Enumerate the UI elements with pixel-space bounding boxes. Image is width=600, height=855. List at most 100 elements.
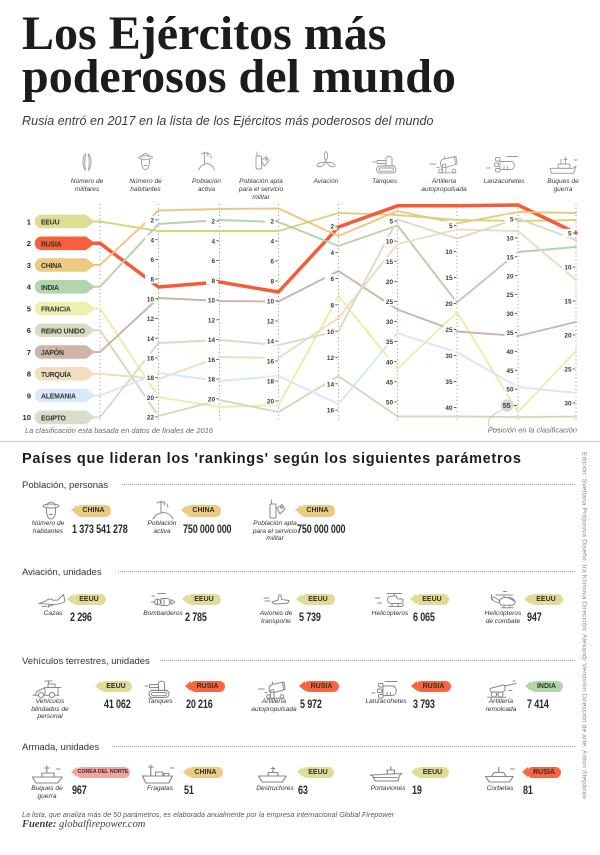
svg-text:6: 6 [150, 257, 154, 264]
svg-text:15: 15 [386, 259, 394, 266]
svg-text:CHINA: CHINA [41, 263, 62, 270]
svg-text:12: 12 [267, 319, 275, 326]
svg-text:18: 18 [147, 375, 155, 382]
svg-text:2: 2 [211, 219, 215, 226]
svg-text:12: 12 [147, 316, 155, 323]
svg-text:40: 40 [386, 359, 394, 366]
svg-text:18: 18 [267, 379, 275, 386]
svg-text:30: 30 [506, 311, 514, 318]
svg-text:REINO UNIDO: REINO UNIDO [41, 328, 86, 335]
svg-text:50: 50 [386, 400, 394, 407]
svg-text:8: 8 [330, 303, 334, 310]
svg-text:Población: Población [192, 178, 221, 185]
svg-text:10: 10 [445, 249, 453, 256]
svg-text:15: 15 [506, 254, 514, 261]
svg-text:Aviación: Aviación [313, 178, 339, 185]
svg-text:15: 15 [445, 275, 453, 282]
svg-text:6: 6 [211, 258, 215, 265]
svg-text:INDIA: INDIA [41, 285, 59, 292]
svg-text:55: 55 [503, 403, 511, 410]
svg-text:16: 16 [147, 356, 155, 363]
svg-text:45: 45 [506, 368, 514, 375]
svg-text:EGIPTO: EGIPTO [41, 415, 67, 422]
svg-text:6: 6 [27, 326, 31, 335]
svg-text:20: 20 [564, 333, 572, 340]
svg-text:EEUU: EEUU [41, 220, 60, 227]
svg-text:1: 1 [27, 217, 32, 226]
svg-text:4: 4 [211, 238, 215, 245]
svg-text:14: 14 [267, 339, 275, 346]
svg-text:Número de: Número de [129, 178, 162, 185]
svg-text:Tanques: Tanques [372, 178, 398, 185]
svg-text:40: 40 [506, 349, 514, 356]
svg-text:14: 14 [208, 337, 216, 344]
svg-text:6: 6 [330, 276, 334, 283]
svg-text:militares: militares [75, 186, 100, 193]
svg-text:RUSIA: RUSIA [41, 241, 62, 248]
svg-text:10: 10 [564, 265, 572, 272]
svg-text:8: 8 [150, 277, 154, 284]
svg-text:10: 10 [23, 413, 31, 422]
svg-text:JAPÓN: JAPÓN [41, 348, 64, 357]
svg-text:5: 5 [568, 231, 572, 238]
svg-text:4: 4 [270, 239, 274, 246]
svg-text:35: 35 [445, 379, 453, 386]
svg-text:20: 20 [506, 273, 514, 280]
svg-text:30: 30 [564, 401, 572, 408]
svg-text:2: 2 [27, 239, 31, 248]
svg-text:2: 2 [150, 218, 154, 225]
svg-text:16: 16 [327, 408, 335, 415]
svg-text:Artillería: Artillería [431, 178, 457, 185]
svg-text:16: 16 [267, 359, 275, 366]
svg-text:22: 22 [147, 415, 155, 422]
svg-text:4: 4 [27, 283, 32, 292]
svg-text:Población apta: Población apta [239, 178, 283, 185]
svg-text:militar: militar [252, 194, 270, 201]
svg-text:La clasificación está basada e: La clasificación está basada en datos de… [25, 426, 214, 435]
svg-text:30: 30 [386, 319, 394, 326]
svg-text:para el servicio: para el servicio [238, 186, 284, 193]
svg-text:2: 2 [270, 219, 274, 226]
svg-text:16: 16 [208, 357, 216, 364]
svg-text:35: 35 [386, 339, 394, 346]
svg-text:7: 7 [27, 348, 31, 357]
svg-text:10: 10 [506, 236, 514, 243]
svg-text:5: 5 [510, 217, 514, 224]
svg-text:35: 35 [506, 330, 514, 337]
svg-text:4: 4 [330, 250, 334, 257]
svg-text:15: 15 [564, 299, 572, 306]
svg-text:10: 10 [267, 299, 275, 306]
svg-text:20: 20 [147, 395, 155, 402]
svg-text:autopropulsada: autopropulsada [421, 186, 467, 193]
svg-text:20: 20 [445, 301, 453, 308]
svg-text:9: 9 [27, 391, 31, 400]
svg-text:25: 25 [506, 292, 514, 299]
svg-text:20: 20 [208, 396, 216, 403]
svg-text:25: 25 [564, 367, 572, 374]
svg-text:10: 10 [147, 296, 155, 303]
svg-text:3: 3 [27, 261, 31, 270]
svg-text:18: 18 [208, 377, 216, 384]
svg-text:12: 12 [208, 317, 216, 324]
svg-text:20: 20 [386, 279, 394, 286]
svg-text:12: 12 [327, 355, 335, 362]
svg-text:14: 14 [147, 336, 155, 343]
svg-text:Buques de: Buques de [547, 178, 579, 185]
svg-text:25: 25 [445, 327, 453, 334]
svg-text:30: 30 [445, 353, 453, 360]
svg-text:Lanzacohetes: Lanzacohetes [483, 178, 525, 185]
svg-text:5: 5 [449, 223, 453, 230]
svg-text:10: 10 [208, 298, 216, 305]
svg-text:4: 4 [150, 237, 154, 244]
svg-text:TURQUÍA: TURQUÍA [41, 370, 71, 379]
svg-text:8: 8 [27, 370, 31, 379]
svg-text:activa: activa [198, 186, 216, 193]
svg-text:50: 50 [506, 387, 514, 394]
svg-text:guerra: guerra [553, 186, 572, 193]
svg-text:10: 10 [386, 239, 394, 246]
svg-text:Número de: Número de [71, 178, 104, 185]
svg-text:14: 14 [327, 381, 335, 388]
svg-text:5: 5 [27, 304, 32, 313]
svg-text:20: 20 [267, 399, 275, 406]
svg-text:10: 10 [327, 329, 335, 336]
